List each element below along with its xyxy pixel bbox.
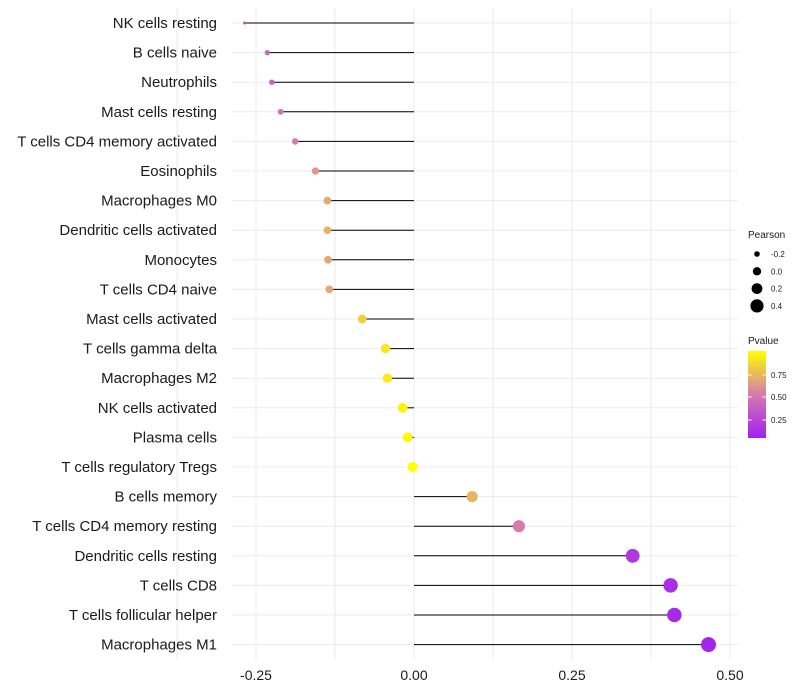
category-label: B cells naive (133, 45, 217, 62)
lollipop-point (466, 490, 478, 503)
lollipop-point (667, 607, 682, 623)
lollipop-point (323, 196, 332, 205)
lollipop-point (380, 343, 391, 354)
lollipop-point (663, 578, 678, 593)
lollipop-point (324, 255, 332, 264)
category-label: Dendritic cells resting (74, 548, 217, 565)
category-label: Mast cells resting (101, 104, 217, 121)
lollipop-point (264, 49, 271, 56)
lollipop-point (291, 138, 299, 145)
x-tick-label: -0.25 (240, 667, 272, 683)
x-axis: -0.25 0.00 0.25 0.50 (240, 667, 744, 683)
category-label: Plasma cells (133, 429, 217, 446)
size-legend-dot (750, 299, 764, 313)
category-label: T cells CD4 memory resting (32, 518, 217, 535)
category-label: NK cells activated (98, 400, 217, 417)
lollipop-point (277, 108, 284, 115)
lollipop-point (382, 373, 393, 383)
lollipop-point (357, 314, 367, 324)
category-label: T cells gamma delta (83, 341, 218, 358)
lollipop-point (397, 402, 408, 413)
size-legend-dot (751, 283, 763, 294)
color-legend-ticks: 0.25 0.50 0.75 (748, 371, 787, 425)
lollipop-point (269, 79, 275, 85)
category-label: B cells memory (114, 489, 217, 506)
lollipop-point (243, 21, 247, 25)
size-legend-dot (754, 251, 760, 257)
category-label: NK cells resting (113, 15, 217, 32)
lollipop-point (325, 285, 334, 294)
category-label: T cells CD4 memory activated (17, 133, 217, 150)
x-tick-label: 0.50 (716, 667, 743, 683)
color-legend-label: 0.50 (771, 393, 787, 402)
size-legend-items: -0.2 0.0 0.2 0.4 (750, 250, 785, 313)
lollipop-point (407, 462, 418, 472)
category-label: Macrophages M2 (101, 370, 217, 387)
category-label: Neutrophils (141, 74, 217, 91)
point-layer (243, 21, 716, 653)
lollipop-point (402, 432, 413, 443)
category-label: Macrophages M1 (101, 637, 217, 654)
category-label: T cells CD8 (140, 577, 217, 594)
size-legend-label: 0.0 (771, 267, 783, 276)
x-tick-label: 0.25 (558, 667, 585, 683)
category-label: Eosinophils (140, 163, 217, 180)
color-legend-title: Pvalue (748, 336, 779, 347)
size-legend-dot (752, 267, 762, 276)
size-legend-label: 0.2 (771, 285, 783, 294)
category-label: Macrophages M0 (101, 193, 217, 210)
category-label: Monocytes (144, 252, 217, 269)
lollipop-point (701, 637, 716, 653)
lollipop-point (512, 520, 525, 533)
x-tick-label: 0.00 (400, 667, 427, 683)
grid-layer (176, 8, 738, 660)
color-legend-label: 0.75 (771, 371, 787, 380)
color-legend-label: 0.25 (771, 416, 787, 425)
category-axis: NK cells resting B cells naive Neutrophils… (17, 15, 217, 654)
category-label: T cells CD4 naive (100, 281, 217, 298)
size-legend-label: 0.4 (771, 302, 783, 311)
stem-layer (244, 22, 709, 646)
category-label: T cells follicular helper (69, 607, 217, 624)
size-legend-title: Pearson (748, 230, 785, 241)
category-label: T cells regulatory Tregs (61, 459, 217, 476)
color-bar (748, 351, 766, 438)
legend: Pearson -0.2 0.0 0.2 0.4 Pvalue 0.25 0.50 0.7… (748, 230, 787, 438)
category-label: Dendritic cells activated (59, 222, 217, 239)
lollipop-point (323, 226, 332, 235)
lollipop-point (625, 548, 640, 563)
lollipop-point (311, 167, 320, 175)
size-legend-label: -0.2 (771, 250, 785, 259)
category-label: Mast cells activated (86, 311, 217, 328)
